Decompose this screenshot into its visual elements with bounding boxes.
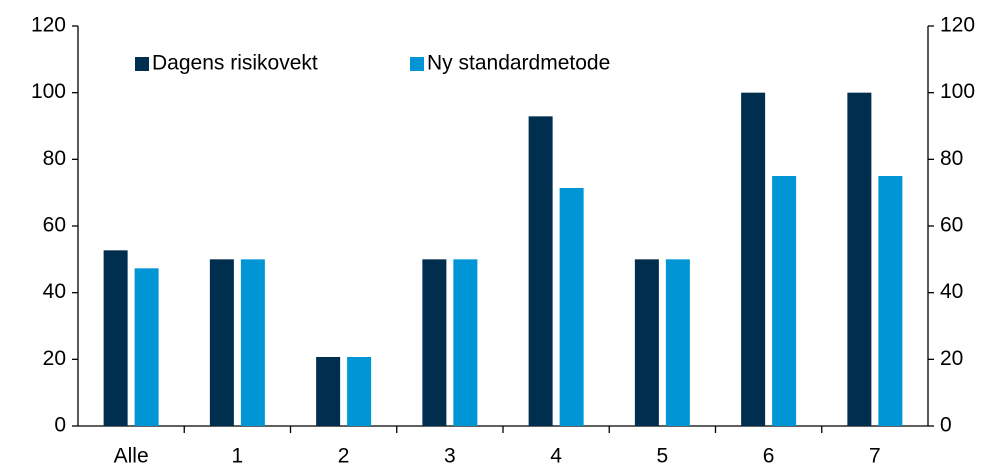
bar: [134, 268, 159, 426]
bar: [772, 176, 797, 426]
y2-tick-label: 20: [940, 347, 963, 370]
bar: [634, 259, 659, 426]
y-tick-label: 40: [43, 280, 66, 303]
y-tick-label: 60: [43, 214, 66, 237]
x-tick-label: 4: [550, 445, 562, 466]
bar: [528, 116, 553, 426]
y2-tick-label: 120: [940, 14, 975, 37]
x-tick-label: 5: [657, 445, 669, 466]
legend-swatch: [135, 57, 149, 71]
x-tick-label: 3: [444, 445, 456, 466]
x-tick-label: Alle: [114, 445, 149, 466]
bar: [453, 259, 478, 426]
bar: [103, 250, 128, 426]
bar: [209, 259, 234, 426]
legend-swatch: [410, 57, 424, 71]
y2-tick-label: 40: [940, 280, 963, 303]
y2-tick-label: 60: [940, 214, 963, 237]
bar: [422, 259, 447, 426]
bar: [878, 176, 903, 426]
y-tick-label: 120: [31, 14, 66, 37]
y-tick-label: 100: [31, 80, 66, 103]
x-tick-label: 1: [232, 445, 244, 466]
bar: [665, 259, 690, 426]
x-tick-label: 7: [869, 445, 881, 466]
legend-label: Ny standardmetode: [427, 52, 610, 75]
bar: [240, 259, 265, 426]
bar: [741, 92, 766, 427]
bar: [847, 92, 872, 427]
y-tick-label: 0: [54, 414, 66, 437]
y2-tick-label: 80: [940, 147, 963, 170]
y2-tick-label: 0: [940, 414, 952, 437]
x-tick-label: 6: [763, 445, 775, 466]
y2-tick-label: 100: [940, 80, 975, 103]
y-tick-label: 20: [43, 347, 66, 370]
bar: [559, 188, 584, 426]
bar: [347, 357, 372, 426]
x-tick-label: 2: [338, 445, 350, 466]
legend-label: Dagens risikovekt: [152, 52, 318, 75]
bar: [316, 357, 341, 426]
y-tick-label: 80: [43, 147, 66, 170]
